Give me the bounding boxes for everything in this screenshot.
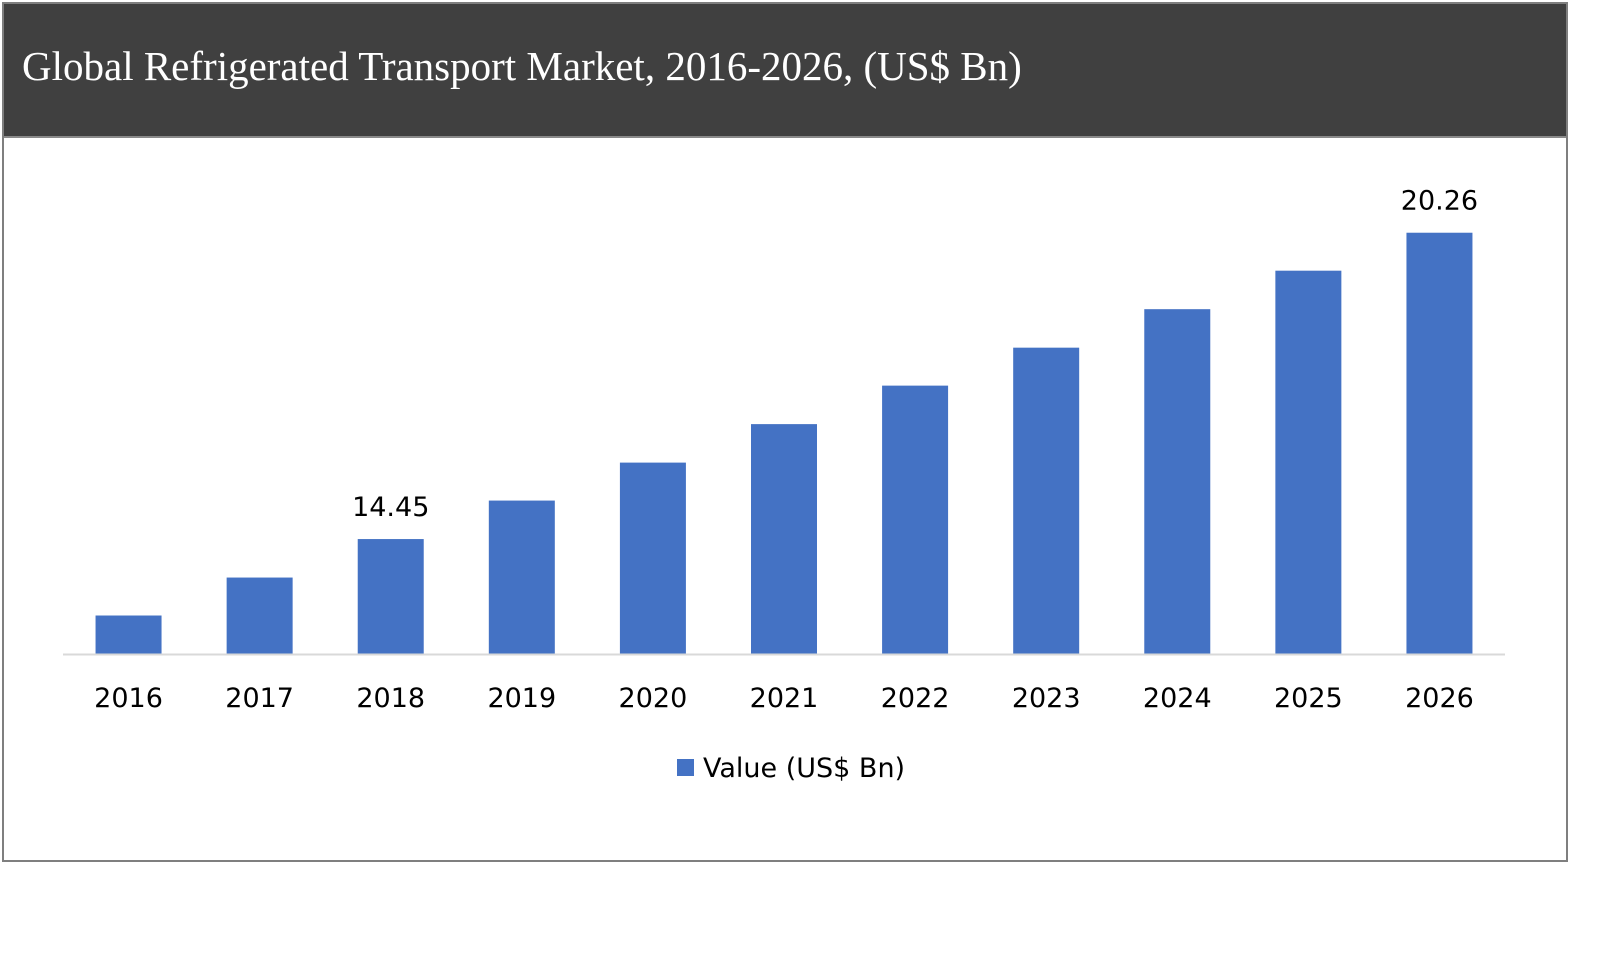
bar-2016	[95, 615, 162, 654]
data-label-2026: 20.26	[1401, 186, 1478, 217]
bar-2020	[619, 462, 686, 654]
legend-swatch	[677, 759, 694, 776]
bar-2018	[357, 539, 424, 654]
bar-2021	[751, 424, 817, 654]
x-tick-label: 2020	[619, 683, 688, 714]
bar-2019	[488, 500, 555, 654]
bar-2025	[1275, 270, 1342, 654]
x-tick-label: 2023	[1012, 683, 1081, 714]
bar-2023	[1013, 347, 1080, 654]
bar-2017	[226, 577, 293, 654]
chart-header: Global Refrigerated Transport Market, 20…	[4, 4, 1566, 138]
x-tick-label: 2026	[1405, 683, 1474, 714]
legend: Value (US$ Bn)	[677, 753, 905, 784]
x-tick-label: 2016	[94, 683, 163, 714]
x-tick-label: 2019	[487, 683, 556, 714]
legend-label: Value (US$ Bn)	[703, 753, 905, 784]
x-tick-label: 2022	[881, 683, 950, 714]
x-tick-label: 2025	[1274, 683, 1343, 714]
bar-2022	[882, 385, 949, 654]
x-tick-label: 2024	[1143, 683, 1212, 714]
data-label-2018: 14.45	[352, 492, 429, 523]
bar-2024	[1144, 309, 1211, 654]
bar-2026	[1406, 232, 1473, 654]
chart-title: Global Refrigerated Transport Market, 20…	[22, 43, 1022, 89]
x-tick-label: 2021	[750, 683, 819, 714]
x-tick-label: 2017	[225, 683, 294, 714]
x-tick-label: 2018	[356, 683, 425, 714]
